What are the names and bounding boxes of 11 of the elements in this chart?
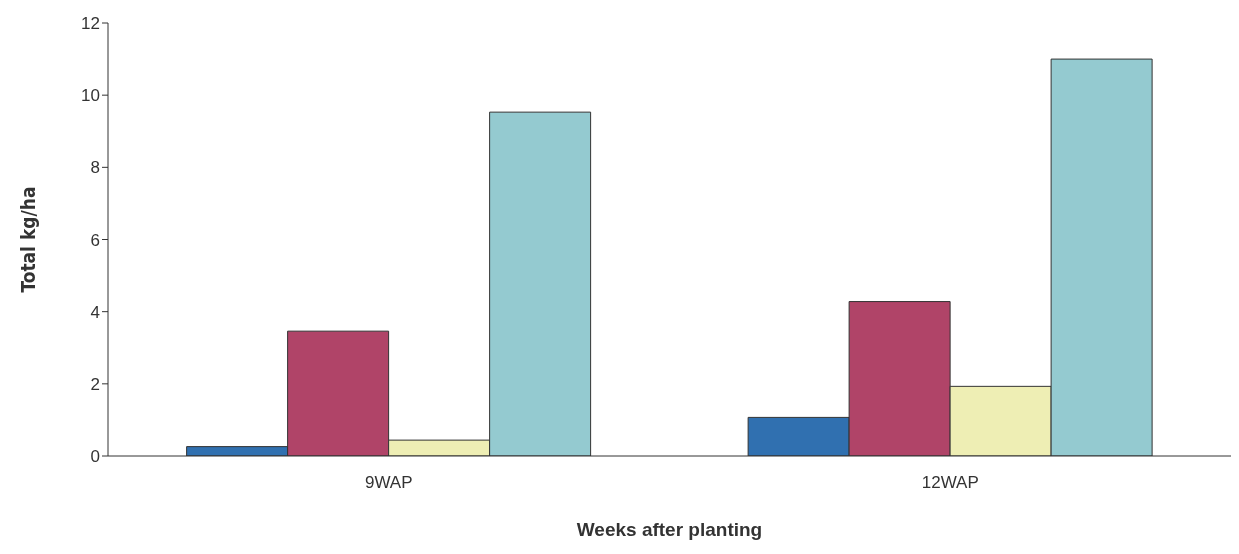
x-axis-title: Weeks after planting [576, 519, 763, 540]
y-tick-label: 10 [81, 86, 100, 106]
y-tick-label: 2 [90, 374, 100, 394]
y-axis-title: Total kg/ha [16, 186, 39, 293]
y-tick-label: 0 [90, 447, 100, 467]
x-tick-label: 9WAP [364, 473, 413, 493]
y-tick-label: 6 [90, 230, 100, 250]
y-tick-label: 8 [90, 158, 100, 178]
y-tick-label: 12 [81, 14, 100, 34]
x-tick-label: 12WAP [921, 473, 979, 493]
y-tick-label: 4 [90, 302, 100, 322]
